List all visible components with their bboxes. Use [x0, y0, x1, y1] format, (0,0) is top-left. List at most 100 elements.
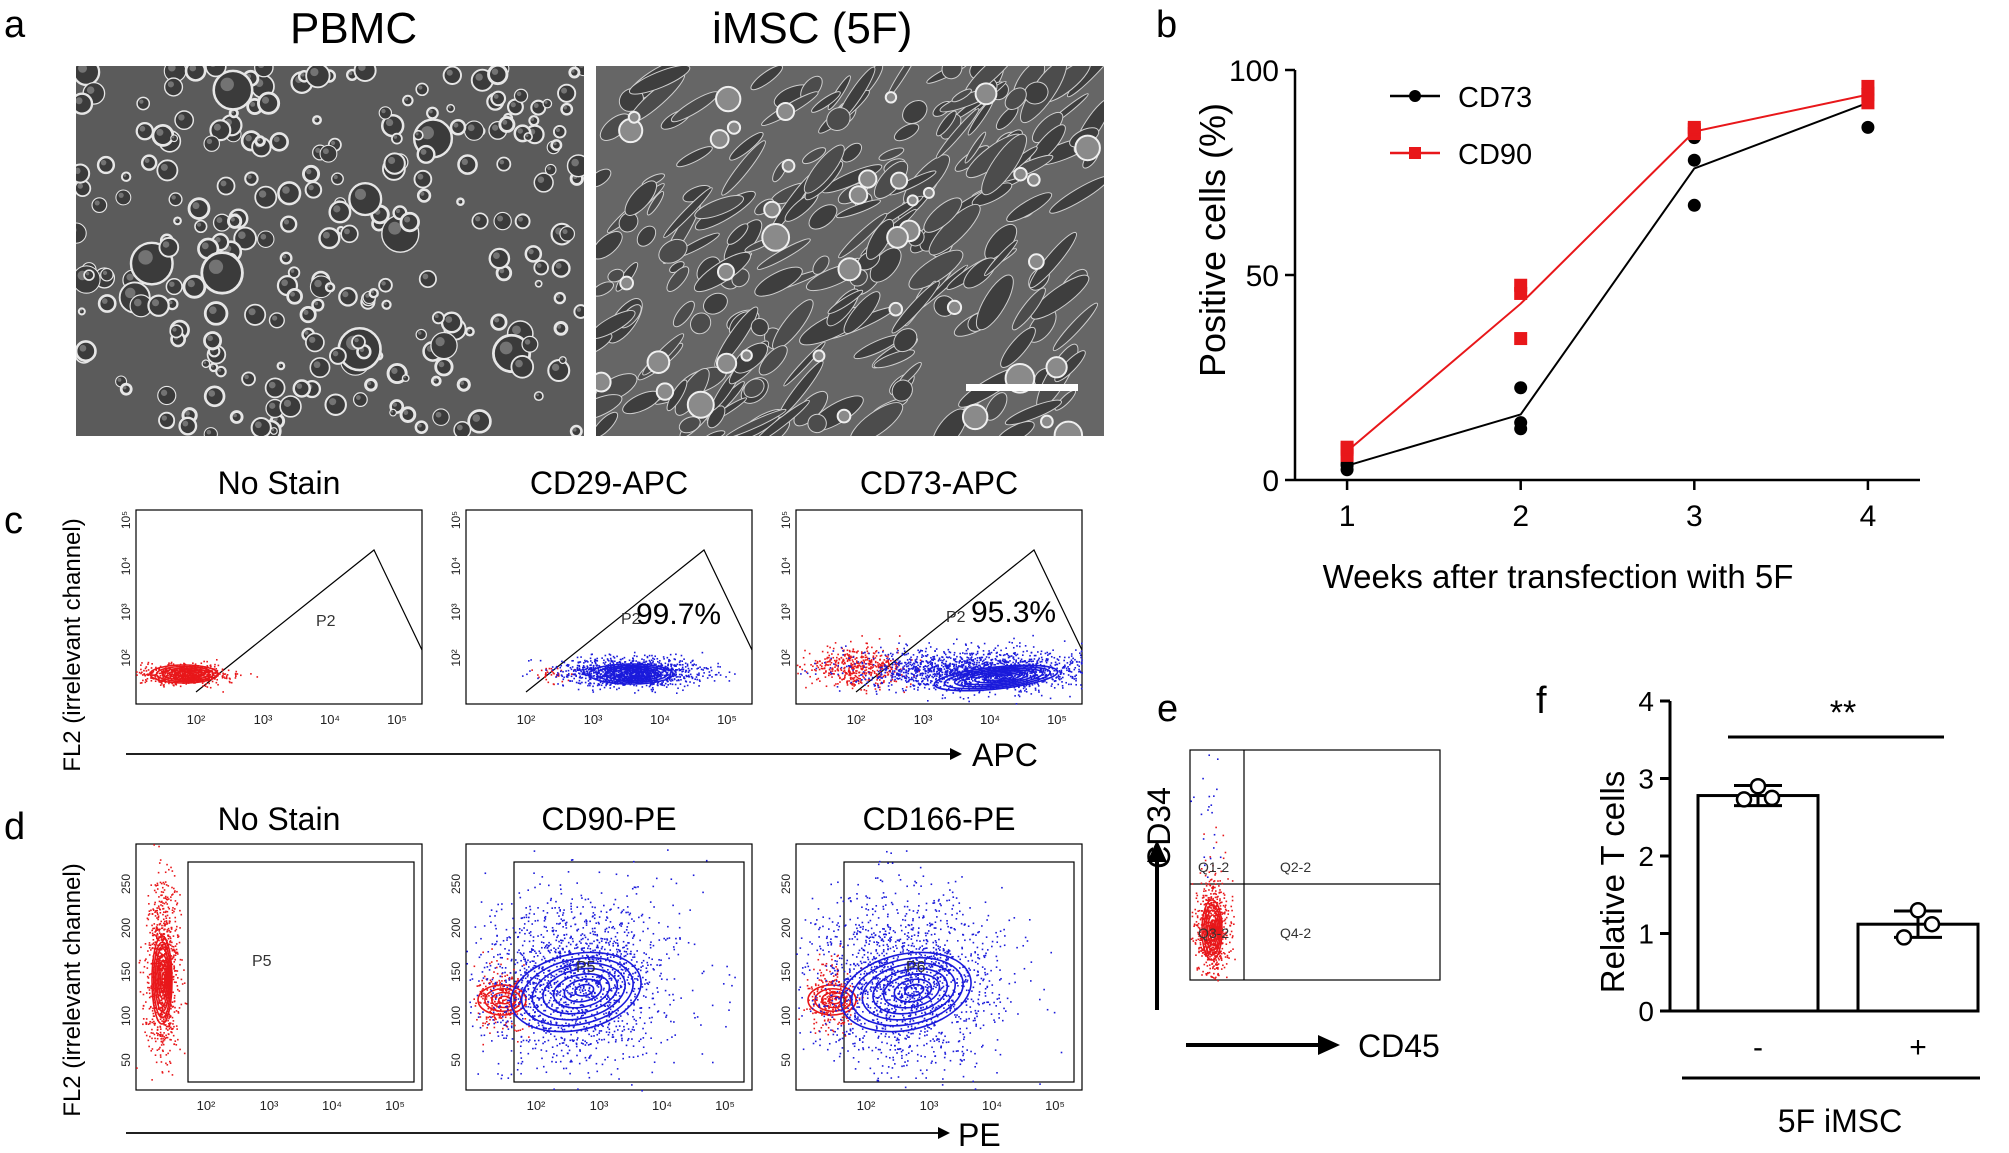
- gate-rect: [188, 862, 414, 1082]
- flow-plot-title: CD73-APC: [860, 470, 1018, 501]
- flow-xtick-label: 10⁴: [982, 1098, 1002, 1113]
- panel-letter-b: b: [1156, 4, 1177, 47]
- flow-ytick-label: 50: [119, 1053, 133, 1067]
- panel-e-xlabel: CD45: [1358, 1028, 1440, 1064]
- flow-xtick-label: 10⁵: [387, 712, 407, 727]
- flow-ytick-label: 200: [779, 918, 793, 938]
- gate-label: P5: [576, 959, 596, 976]
- data-point: [1737, 792, 1751, 806]
- flow-ytick-label: 250: [449, 874, 463, 894]
- micrograph-pbmc: [76, 66, 584, 436]
- legend-cd90: CD90: [1458, 139, 1532, 171]
- flow-xtick-label: 10³: [584, 712, 603, 727]
- chart-b-xlabel: Weeks after transfection with 5F: [1323, 558, 1794, 595]
- flow-xtick-label: 10⁴: [650, 712, 670, 727]
- flow-xtick-label: 10³: [914, 712, 933, 727]
- flow-plot-title: CD166-PE: [863, 801, 1016, 837]
- flow-ytick-label: 10³: [779, 603, 793, 620]
- flow-xtick-label: 10⁵: [385, 1098, 405, 1113]
- flow-plot-title: CD29-APC: [530, 470, 688, 501]
- flow-xtick-label: 10⁴: [320, 712, 340, 727]
- gate-label: P2: [946, 609, 966, 626]
- series-line-cd73: [1347, 103, 1868, 466]
- chart-f-category-label: +: [1909, 1031, 1927, 1064]
- gate-label: P6: [906, 959, 926, 976]
- data-point: [1897, 930, 1911, 944]
- gate-label: P2: [316, 613, 336, 630]
- flow-xtick-label: 10⁵: [715, 1098, 735, 1113]
- data-point-cd90: [1688, 121, 1701, 134]
- chart-f-significance: **: [1830, 694, 1856, 732]
- flow-xtick-label: 10³: [590, 1098, 609, 1113]
- chart-b-xtick-label: 2: [1512, 500, 1529, 533]
- series-line-cd90: [1347, 95, 1868, 452]
- flow-plot-title: CD90-PE: [541, 801, 676, 837]
- chart-b-xtick-label: 4: [1860, 500, 1877, 533]
- data-point-cd73: [1514, 381, 1527, 394]
- flow-ytick-label: 100: [449, 1006, 463, 1026]
- data-point-cd73: [1514, 416, 1527, 429]
- flow-xtick-label: 10²: [847, 712, 866, 727]
- chart-b-legend: CD73 CD90: [1390, 82, 1532, 171]
- data-point-cd73: [1688, 199, 1701, 212]
- data-point-cd73: [1861, 121, 1874, 134]
- flow-xtick-label: 10²: [197, 1098, 216, 1113]
- bar-1: [1698, 796, 1818, 1011]
- panel-c-ylabel: FL2 (irrelevant channel): [59, 518, 86, 771]
- panel-letter-e: e: [1157, 688, 1178, 731]
- flow-ytick-label: 150: [119, 962, 133, 982]
- flow-xtick-label: 10⁵: [1047, 712, 1067, 727]
- flow-ytick-label: 150: [779, 962, 793, 982]
- chart-f-ytick-label: 0: [1638, 996, 1654, 1027]
- chart-f-ylabel: Relative T cells: [1594, 771, 1631, 994]
- chart-f-ytick-label: 3: [1638, 764, 1654, 795]
- quadrant-label-q4: Q4-2: [1280, 925, 1311, 941]
- micrograph-title-pbmc: PBMC: [290, 4, 417, 54]
- quadrant-label-q1: Q1-2: [1198, 859, 1229, 875]
- chart-b-ytick-label: 50: [1246, 260, 1279, 293]
- flow-ytick-label: 10²: [119, 649, 133, 666]
- flow-xtick-label: 10⁴: [980, 712, 1000, 727]
- data-point-cd90: [1514, 332, 1527, 345]
- chart-b-ytick-label: 100: [1229, 55, 1279, 88]
- flow-ytick-label: 100: [779, 1006, 793, 1026]
- flow-xtick-label: 10⁴: [322, 1098, 342, 1113]
- chart-f-category-label: -: [1753, 1031, 1763, 1064]
- chart-b-ytick-label: 0: [1262, 465, 1279, 498]
- flow-ytick-label: 200: [449, 918, 463, 938]
- panel-d-xlabel: PE: [958, 1117, 1001, 1148]
- panel-letter-a: a: [4, 4, 25, 47]
- flow-ytick-label: 100: [119, 1006, 133, 1026]
- gate-polygon: [196, 550, 422, 692]
- gate-label: P5: [252, 953, 272, 970]
- flow-ytick-label: 10⁵: [119, 511, 133, 529]
- flow-xtick-label: 10⁴: [652, 1098, 672, 1113]
- micrograph-title-imsc: iMSC (5F): [712, 4, 912, 54]
- flow-plot-frame: [136, 844, 422, 1090]
- flow-ytick-label: 150: [449, 962, 463, 982]
- gate-percent: 99.7%: [636, 598, 721, 631]
- quadrant-label-q3: Q3-2: [1198, 925, 1229, 941]
- data-point-cd73: [1688, 154, 1701, 167]
- flow-ytick-label: 200: [119, 918, 133, 938]
- chart-f-ytick-label: 2: [1638, 841, 1654, 872]
- gate-percent: 95.3%: [971, 596, 1056, 629]
- data-point: [1751, 779, 1765, 793]
- flow-ytick-label: 50: [779, 1053, 793, 1067]
- chart-b-xtick-label: 1: [1339, 500, 1356, 533]
- flow-ytick-label: 10⁴: [449, 557, 463, 576]
- flow-xtick-label: 10²: [517, 712, 536, 727]
- quadrant-label-q2: Q2-2: [1280, 859, 1311, 875]
- flow-ytick-label: 10²: [779, 649, 793, 666]
- chart-f-group-label: 5F iMSC: [1778, 1103, 1902, 1139]
- legend-cd73: CD73: [1458, 82, 1532, 114]
